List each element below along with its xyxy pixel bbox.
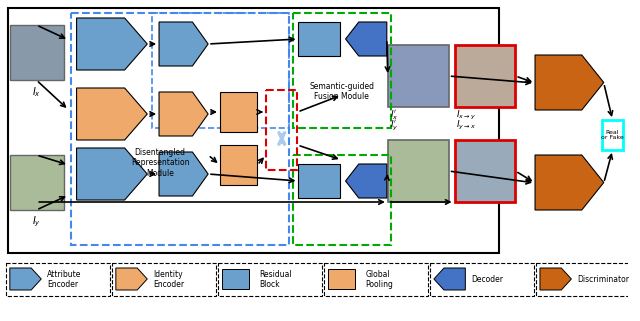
Polygon shape <box>77 18 147 70</box>
Text: Residual
Block: Residual Block <box>259 270 292 289</box>
Bar <box>70 13 289 245</box>
Polygon shape <box>535 55 604 110</box>
Polygon shape <box>116 268 147 290</box>
Bar <box>430 263 534 296</box>
Bar <box>292 155 391 245</box>
Bar <box>218 263 322 296</box>
Bar <box>328 269 355 289</box>
Bar <box>388 140 449 202</box>
Bar <box>220 92 257 132</box>
Bar <box>10 25 64 80</box>
Text: Identity
Encoder: Identity Encoder <box>153 270 184 289</box>
Bar <box>324 263 428 296</box>
Text: Real
or Fake: Real or Fake <box>601 130 624 140</box>
Bar <box>112 263 216 296</box>
Polygon shape <box>77 148 147 200</box>
Text: Discriminator: Discriminator <box>577 275 629 284</box>
Text: Attribute
Encoder: Attribute Encoder <box>47 270 81 289</box>
Text: $I_x'$: $I_x'$ <box>390 109 398 123</box>
Polygon shape <box>10 268 41 290</box>
Text: Global
Pooling: Global Pooling <box>365 270 393 289</box>
Polygon shape <box>535 155 604 210</box>
Polygon shape <box>434 268 465 290</box>
Bar <box>388 45 449 107</box>
Text: $I_y$: $I_y$ <box>32 215 41 230</box>
Polygon shape <box>159 152 208 196</box>
Bar <box>298 22 340 56</box>
Bar <box>8 8 499 253</box>
Text: $I_{y \rightarrow x}$: $I_{y \rightarrow x}$ <box>456 119 476 132</box>
Polygon shape <box>159 92 208 136</box>
Bar <box>6 263 110 296</box>
Bar <box>10 155 64 210</box>
Text: Semantic-guided
Fusion Module: Semantic-guided Fusion Module <box>309 82 374 101</box>
Text: Decoder: Decoder <box>471 275 503 284</box>
Text: $I_{x \rightarrow y}$: $I_{x \rightarrow y}$ <box>456 109 476 122</box>
Polygon shape <box>540 268 572 290</box>
Polygon shape <box>159 22 208 66</box>
Bar <box>266 90 298 170</box>
Polygon shape <box>346 164 387 198</box>
Bar <box>454 45 515 107</box>
Polygon shape <box>346 22 387 56</box>
Bar <box>152 13 289 128</box>
Polygon shape <box>77 88 147 140</box>
Bar <box>222 269 250 289</box>
Bar <box>220 145 257 185</box>
Bar <box>602 120 623 150</box>
Bar <box>292 13 391 128</box>
Text: $I_x$: $I_x$ <box>32 85 41 99</box>
Bar <box>298 164 340 198</box>
Bar <box>454 140 515 202</box>
Bar <box>536 263 640 296</box>
Text: $I_y'$: $I_y'$ <box>390 119 398 133</box>
Text: Disentangled
Representation
Module: Disentangled Representation Module <box>131 148 189 178</box>
